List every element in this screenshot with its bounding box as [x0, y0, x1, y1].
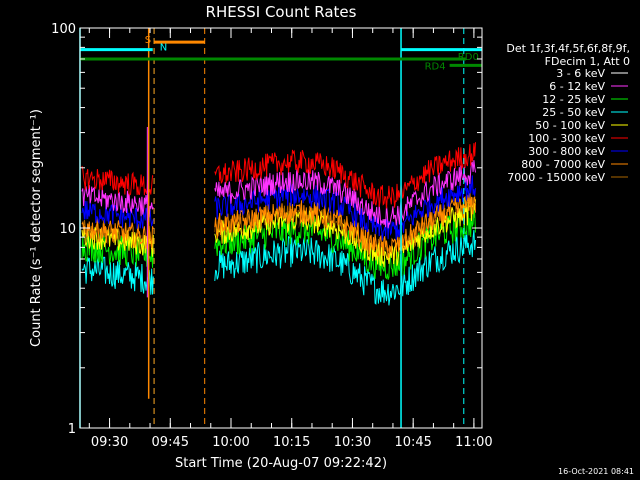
- x-tick-label: 09:45: [152, 435, 189, 450]
- trace-50-100keV: [81, 199, 476, 268]
- legend-entry-label: 7000 - 15000 keV: [507, 171, 605, 184]
- legend-entry-label: 50 - 100 keV: [535, 119, 605, 132]
- legend-entry-label: 800 - 7000 keV: [521, 158, 605, 171]
- legend: Det 1f,3f,4f,5f,6f,8f,9f,FDecim 1, Att 0…: [506, 42, 630, 184]
- y-tick-label: 100: [51, 22, 76, 37]
- x-tick-label: 10:30: [334, 435, 371, 450]
- x-tick-label: 09:30: [91, 435, 128, 450]
- trace-6-12keV: [81, 160, 476, 229]
- legend-header-line: FDecim 1, Att 0: [545, 55, 630, 68]
- rd4-label: RD4: [425, 61, 446, 72]
- timestamp: 16-Oct-2021 08:41: [558, 467, 634, 476]
- trace-100-300keV: [81, 142, 476, 209]
- legend-entry-label: 300 - 800 keV: [528, 145, 605, 158]
- x-tick-label: 10:15: [273, 435, 310, 450]
- data-traces: [81, 126, 476, 306]
- annotation-lines: SN RD0 RD4: [79, 28, 482, 428]
- night-label: N: [160, 43, 167, 54]
- trace-25-50keV: [81, 229, 476, 306]
- trace-300-800keV: [81, 175, 476, 241]
- y-tick-label: 1: [68, 422, 76, 437]
- y-tick-label: 10: [59, 222, 76, 237]
- legend-entry-label: 3 - 6 keV: [556, 67, 605, 80]
- rd0-label: RD0: [458, 52, 479, 63]
- legend-entry-label: 100 - 300 keV: [528, 132, 605, 145]
- x-tick-label: 10:45: [394, 435, 431, 450]
- legend-header-line: Det 1f,3f,4f,5f,6f,8f,9f,: [506, 42, 630, 55]
- chart-title: RHESSI Count Rates: [206, 3, 357, 21]
- x-tick-label: 10:00: [212, 435, 249, 450]
- saa-label: S: [145, 35, 151, 46]
- x-axis-label: Start Time (20-Aug-07 09:22:42): [175, 456, 387, 471]
- legend-entry-label: 12 - 25 keV: [542, 93, 605, 106]
- x-tick-label: 11:00: [455, 435, 492, 450]
- axes: 09:30 09:45 10:00 10:15 10:30 10:45 11:00 1 10 10…: [51, 22, 492, 450]
- y-axis-label: Count Rate (s⁻¹ detector segment⁻¹): [29, 109, 44, 347]
- trace-800-7000keV: [81, 193, 476, 259]
- legend-entry-label: 25 - 50 keV: [542, 106, 605, 119]
- legend-entry-label: 6 - 12 keV: [549, 80, 605, 93]
